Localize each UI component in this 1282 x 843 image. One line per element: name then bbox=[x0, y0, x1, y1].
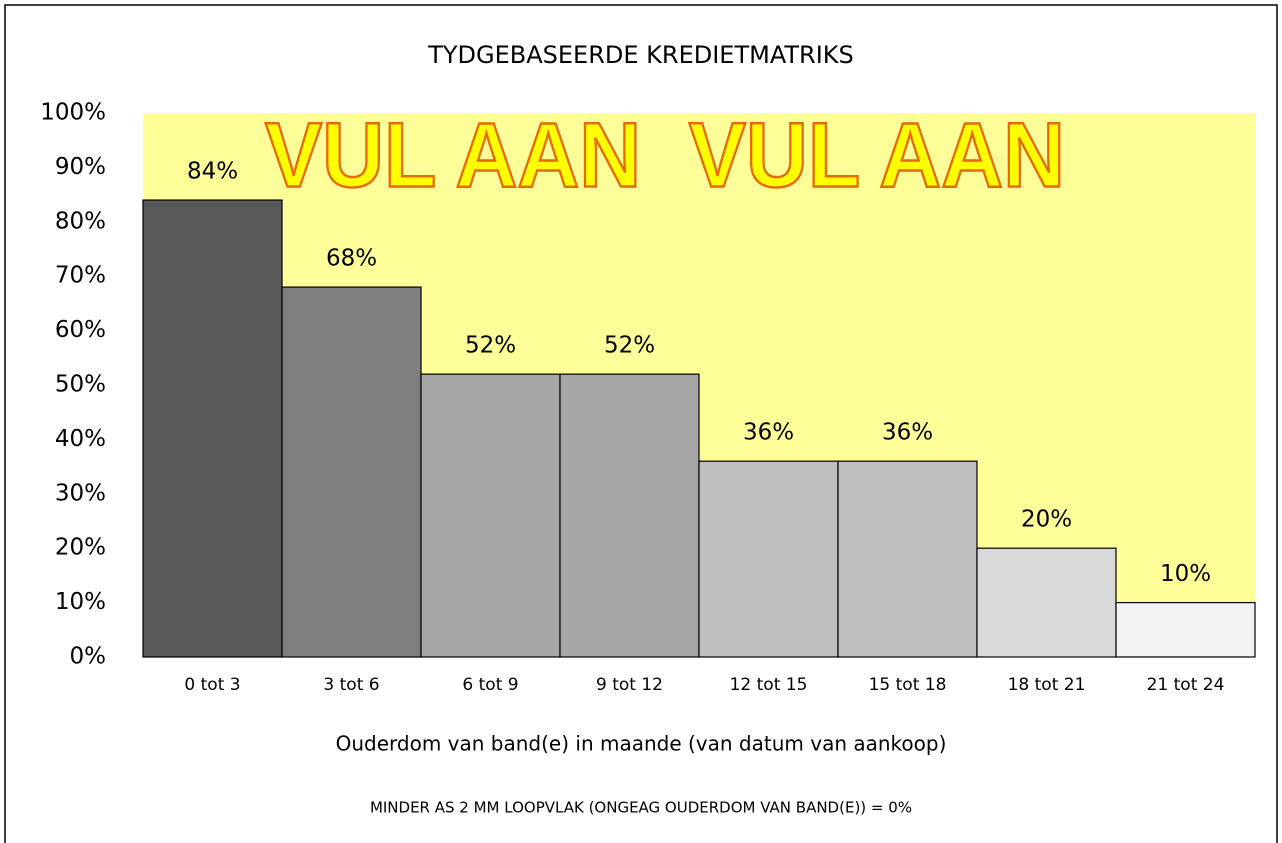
bar bbox=[142, 199, 283, 658]
y-tick-label: 50% bbox=[55, 372, 106, 398]
x-tick-label: 15 tot 18 bbox=[869, 675, 947, 695]
data-label: 20% bbox=[1021, 507, 1072, 533]
x-tick-label: 21 tot 24 bbox=[1147, 675, 1225, 695]
bar bbox=[281, 286, 422, 658]
bar bbox=[698, 460, 839, 658]
data-label: 10% bbox=[1160, 561, 1211, 587]
bar bbox=[1115, 601, 1256, 658]
x-tick-label: 0 tot 3 bbox=[184, 675, 240, 695]
x-tick-label: 6 tot 9 bbox=[462, 675, 518, 695]
y-tick-label: 60% bbox=[55, 317, 106, 343]
bar bbox=[559, 373, 700, 658]
x-tick-label: 18 tot 21 bbox=[1008, 675, 1086, 695]
data-label: 84% bbox=[187, 159, 238, 185]
data-label: 52% bbox=[465, 333, 516, 359]
footnote: MINDER AS 2 MM LOOPVLAK (ONGEAG OUDERDOM… bbox=[370, 799, 912, 817]
bar bbox=[976, 547, 1117, 658]
bar bbox=[837, 460, 978, 658]
data-label: 36% bbox=[743, 420, 794, 446]
data-label: 52% bbox=[604, 333, 655, 359]
x-tick-label: 12 tot 15 bbox=[730, 675, 808, 695]
bar bbox=[420, 373, 561, 658]
x-tick-label: 3 tot 6 bbox=[323, 675, 379, 695]
annotation: VUL AAN VUL AAN bbox=[265, 104, 1065, 206]
y-tick-label: 0% bbox=[70, 644, 107, 670]
data-label: 36% bbox=[882, 420, 933, 446]
y-tick-label: 40% bbox=[55, 426, 106, 452]
data-label: 68% bbox=[326, 246, 377, 272]
y-tick-label: 80% bbox=[55, 208, 106, 234]
y-tick-label: 100% bbox=[40, 100, 106, 126]
y-tick-label: 10% bbox=[55, 589, 106, 615]
y-tick-label: 70% bbox=[55, 263, 106, 289]
x-axis-title: Ouderdom van band(e) in maande (van datu… bbox=[336, 732, 947, 756]
x-tick-label: 9 tot 12 bbox=[596, 675, 663, 695]
chart-title: TYDGEBASEERDE KREDIETMATRIKS bbox=[427, 41, 854, 69]
y-tick-label: 90% bbox=[55, 154, 106, 180]
y-tick-label: 30% bbox=[55, 480, 106, 506]
y-tick-label: 20% bbox=[55, 535, 106, 561]
